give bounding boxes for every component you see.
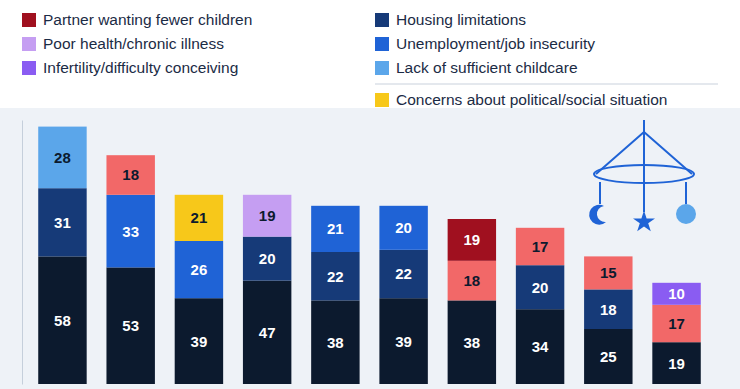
data-label: 58 bbox=[54, 312, 71, 329]
bar-segment bbox=[106, 155, 154, 195]
mobile-threads bbox=[600, 182, 686, 212]
mobile-hook bbox=[643, 120, 645, 132]
legend-label: Lack of sufficient childcare bbox=[396, 59, 578, 76]
y-axis-line bbox=[22, 121, 23, 385]
legend-separator bbox=[375, 84, 718, 85]
legend-label: Unemployment/job insecurity bbox=[396, 35, 595, 52]
bar-segment bbox=[652, 283, 700, 305]
data-label: 17 bbox=[532, 238, 549, 255]
bar-segment bbox=[516, 228, 564, 265]
data-label: 47 bbox=[259, 324, 276, 341]
data-label: 10 bbox=[668, 285, 685, 302]
bar-segment bbox=[38, 256, 86, 384]
data-label: 33 bbox=[122, 223, 139, 240]
data-label: 26 bbox=[191, 261, 208, 278]
bar-segment bbox=[38, 188, 86, 256]
data-label: 19 bbox=[668, 355, 685, 372]
bar-segment bbox=[584, 256, 632, 289]
data-label: 53 bbox=[122, 317, 139, 334]
bar-segment bbox=[311, 300, 359, 384]
y-axis bbox=[22, 121, 23, 385]
data-label: 21 bbox=[191, 209, 208, 226]
mobile-strings bbox=[596, 132, 692, 182]
legend: Housing limitations Unemployment/job inse… bbox=[22, 11, 718, 108]
data-label: 22 bbox=[327, 268, 344, 285]
bar-segment bbox=[175, 195, 223, 241]
data-label: 15 bbox=[600, 264, 617, 281]
mobile-ball bbox=[676, 204, 696, 224]
bar-segment bbox=[243, 237, 291, 281]
bar-segment bbox=[379, 298, 427, 384]
data-label: 38 bbox=[464, 334, 481, 351]
bar-segment bbox=[448, 261, 496, 301]
plot-background bbox=[0, 108, 740, 389]
data-label: 39 bbox=[395, 333, 412, 350]
data-label: 25 bbox=[600, 348, 617, 365]
bars bbox=[38, 127, 701, 384]
bar-segment bbox=[106, 267, 154, 384]
data-label: 19 bbox=[259, 207, 276, 224]
bar-segment bbox=[311, 252, 359, 300]
legend-swatch bbox=[22, 61, 36, 75]
bar-segment bbox=[516, 265, 564, 309]
bar-segment bbox=[243, 195, 291, 237]
bar-segment bbox=[175, 241, 223, 298]
data-label: 20 bbox=[395, 219, 412, 236]
legend-swatch bbox=[375, 93, 389, 107]
legend-swatch bbox=[375, 13, 389, 27]
mobile-moon bbox=[589, 205, 606, 225]
bar-segment bbox=[379, 250, 427, 298]
data-label: 20 bbox=[259, 250, 276, 267]
data-label: 38 bbox=[327, 334, 344, 351]
data-label: 39 bbox=[191, 333, 208, 350]
bar-segment bbox=[652, 342, 700, 384]
data-label: 17 bbox=[668, 315, 685, 332]
legend-label: Partner wanting fewer children bbox=[43, 11, 252, 28]
mobile-icon bbox=[589, 120, 696, 231]
data-label: 31 bbox=[54, 214, 71, 231]
data-label: 34 bbox=[532, 338, 549, 355]
mobile-star bbox=[633, 210, 655, 231]
legend-swatch bbox=[375, 37, 389, 51]
data-label: 22 bbox=[395, 265, 412, 282]
bar-segment bbox=[175, 298, 223, 384]
bar-segment bbox=[516, 309, 564, 384]
data-label: 20 bbox=[532, 279, 549, 296]
legend-label: Concerns about political/social situatio… bbox=[396, 91, 667, 108]
mobile-hoop bbox=[594, 165, 694, 183]
legend-label: Infertility/difficulty conceiving bbox=[43, 59, 238, 76]
data-label: 18 bbox=[600, 301, 617, 318]
legend-swatch bbox=[22, 13, 36, 27]
data-label: 19 bbox=[464, 231, 481, 248]
data-label: 18 bbox=[464, 272, 481, 289]
bar-segment bbox=[106, 195, 154, 268]
bar-segment bbox=[584, 329, 632, 384]
bar-segment bbox=[379, 206, 427, 250]
bar-segment bbox=[652, 305, 700, 342]
bar-segment bbox=[243, 281, 291, 384]
legend-swatch bbox=[22, 37, 36, 51]
bar-segment bbox=[584, 289, 632, 329]
legend-swatch bbox=[375, 61, 389, 75]
chart: 58 53 39 47 38 39 38 34 25 19 31 20 22 22 20 18 33 26 21 20… bbox=[0, 0, 740, 389]
bar-segment bbox=[448, 300, 496, 384]
data-label: 21 bbox=[327, 220, 344, 237]
bar-segment bbox=[38, 127, 86, 189]
bar-segment bbox=[311, 206, 359, 252]
legend-label: Housing limitations bbox=[396, 11, 526, 28]
legend-label: Poor health/chronic illness bbox=[43, 35, 224, 52]
bar-segment bbox=[448, 219, 496, 261]
data-label: 28 bbox=[54, 149, 71, 166]
data-labels: 58 53 39 47 38 39 38 34 25 19 31 20 22 22 20 18 33 26 21 20… bbox=[54, 149, 685, 372]
data-label: 18 bbox=[122, 166, 139, 183]
